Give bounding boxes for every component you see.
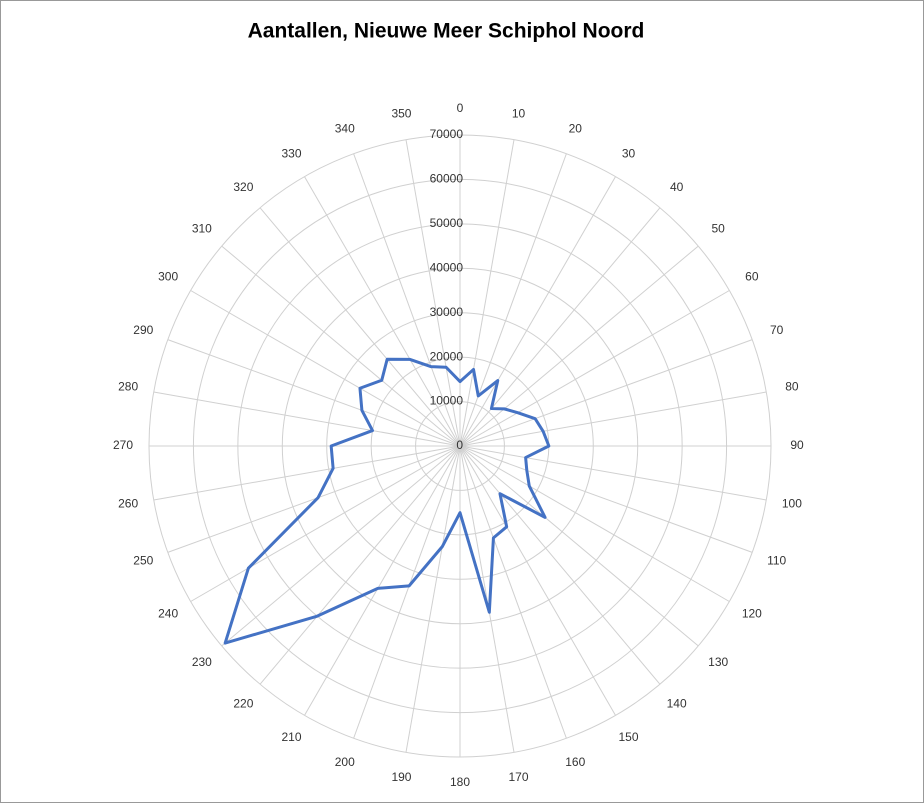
angle-label: 50 [711,222,725,236]
angle-label: 250 [133,553,153,567]
angle-label: 330 [281,146,301,160]
spoke [259,207,461,447]
angle-label: 350 [391,106,411,120]
angle-label: 60 [745,270,759,284]
angle-label: 30 [622,146,636,160]
spoke [459,445,661,685]
spoke [459,445,699,647]
spoke [221,445,461,647]
spoke [405,445,461,753]
angle-label: 0 [457,101,464,115]
angle-label: 210 [281,730,301,744]
angle-label: 240 [158,607,178,621]
angle-label: 260 [118,497,138,511]
angle-label: 80 [785,380,799,394]
radar-line [223,357,551,645]
r-tick-label: 40000 [430,260,464,274]
angle-label: 290 [133,323,153,337]
angle-label: 180 [450,775,470,789]
spoke [459,445,730,602]
spoke [353,153,461,447]
r-tick-label: 50000 [430,216,464,230]
spoke [459,445,567,739]
angle-label: 160 [565,755,585,769]
angle-label: 310 [192,222,212,236]
angle-label: 280 [118,380,138,394]
spoke [153,445,461,501]
r-tick-label: 0 [456,438,463,452]
angle-label: 40 [670,180,684,194]
spoke [459,245,699,447]
r-tick-label: 60000 [430,172,464,186]
r-tick-label: 70000 [430,127,464,141]
angle-label: 90 [790,438,804,452]
spoke [459,391,767,447]
angle-label: 170 [509,770,529,784]
chart-title: Aantallen, Nieuwe Meer Schiphol Noord [248,20,645,43]
spoke [259,445,461,685]
spoke [459,445,767,501]
spoke [190,290,461,447]
r-tick-label: 10000 [430,394,464,408]
spoke [167,339,461,447]
spoke [459,176,616,447]
spoke [167,445,461,553]
spoke [459,139,515,447]
angle-label: 20 [569,121,583,135]
angle-label: 340 [335,121,355,135]
angle-label: 150 [618,730,638,744]
spoke [459,290,730,447]
angle-label: 100 [782,497,802,511]
angle-label: 110 [767,553,786,567]
spoke [459,339,753,447]
angle-label: 230 [192,655,212,669]
angle-label: 120 [742,607,762,621]
spoke [190,445,461,602]
r-tick-label: 20000 [430,349,464,363]
spoke [153,391,461,447]
spoke [304,176,461,447]
spoke [459,445,616,716]
angle-label: 300 [158,270,178,284]
r-tick-label: 30000 [430,305,464,319]
angle-label: 270 [113,438,133,452]
spoke [304,445,461,716]
angle-label: 190 [391,770,411,784]
spoke [459,445,753,553]
angle-label: 70 [770,323,784,337]
angle-label: 320 [233,180,253,194]
spoke [353,445,461,739]
angle-label: 10 [512,106,526,120]
angle-label: 140 [667,696,687,710]
spoke [405,139,461,447]
angle-label: 130 [708,655,728,669]
angle-label: 220 [233,696,253,710]
angle-label: 200 [335,755,355,769]
spoke [221,245,461,447]
